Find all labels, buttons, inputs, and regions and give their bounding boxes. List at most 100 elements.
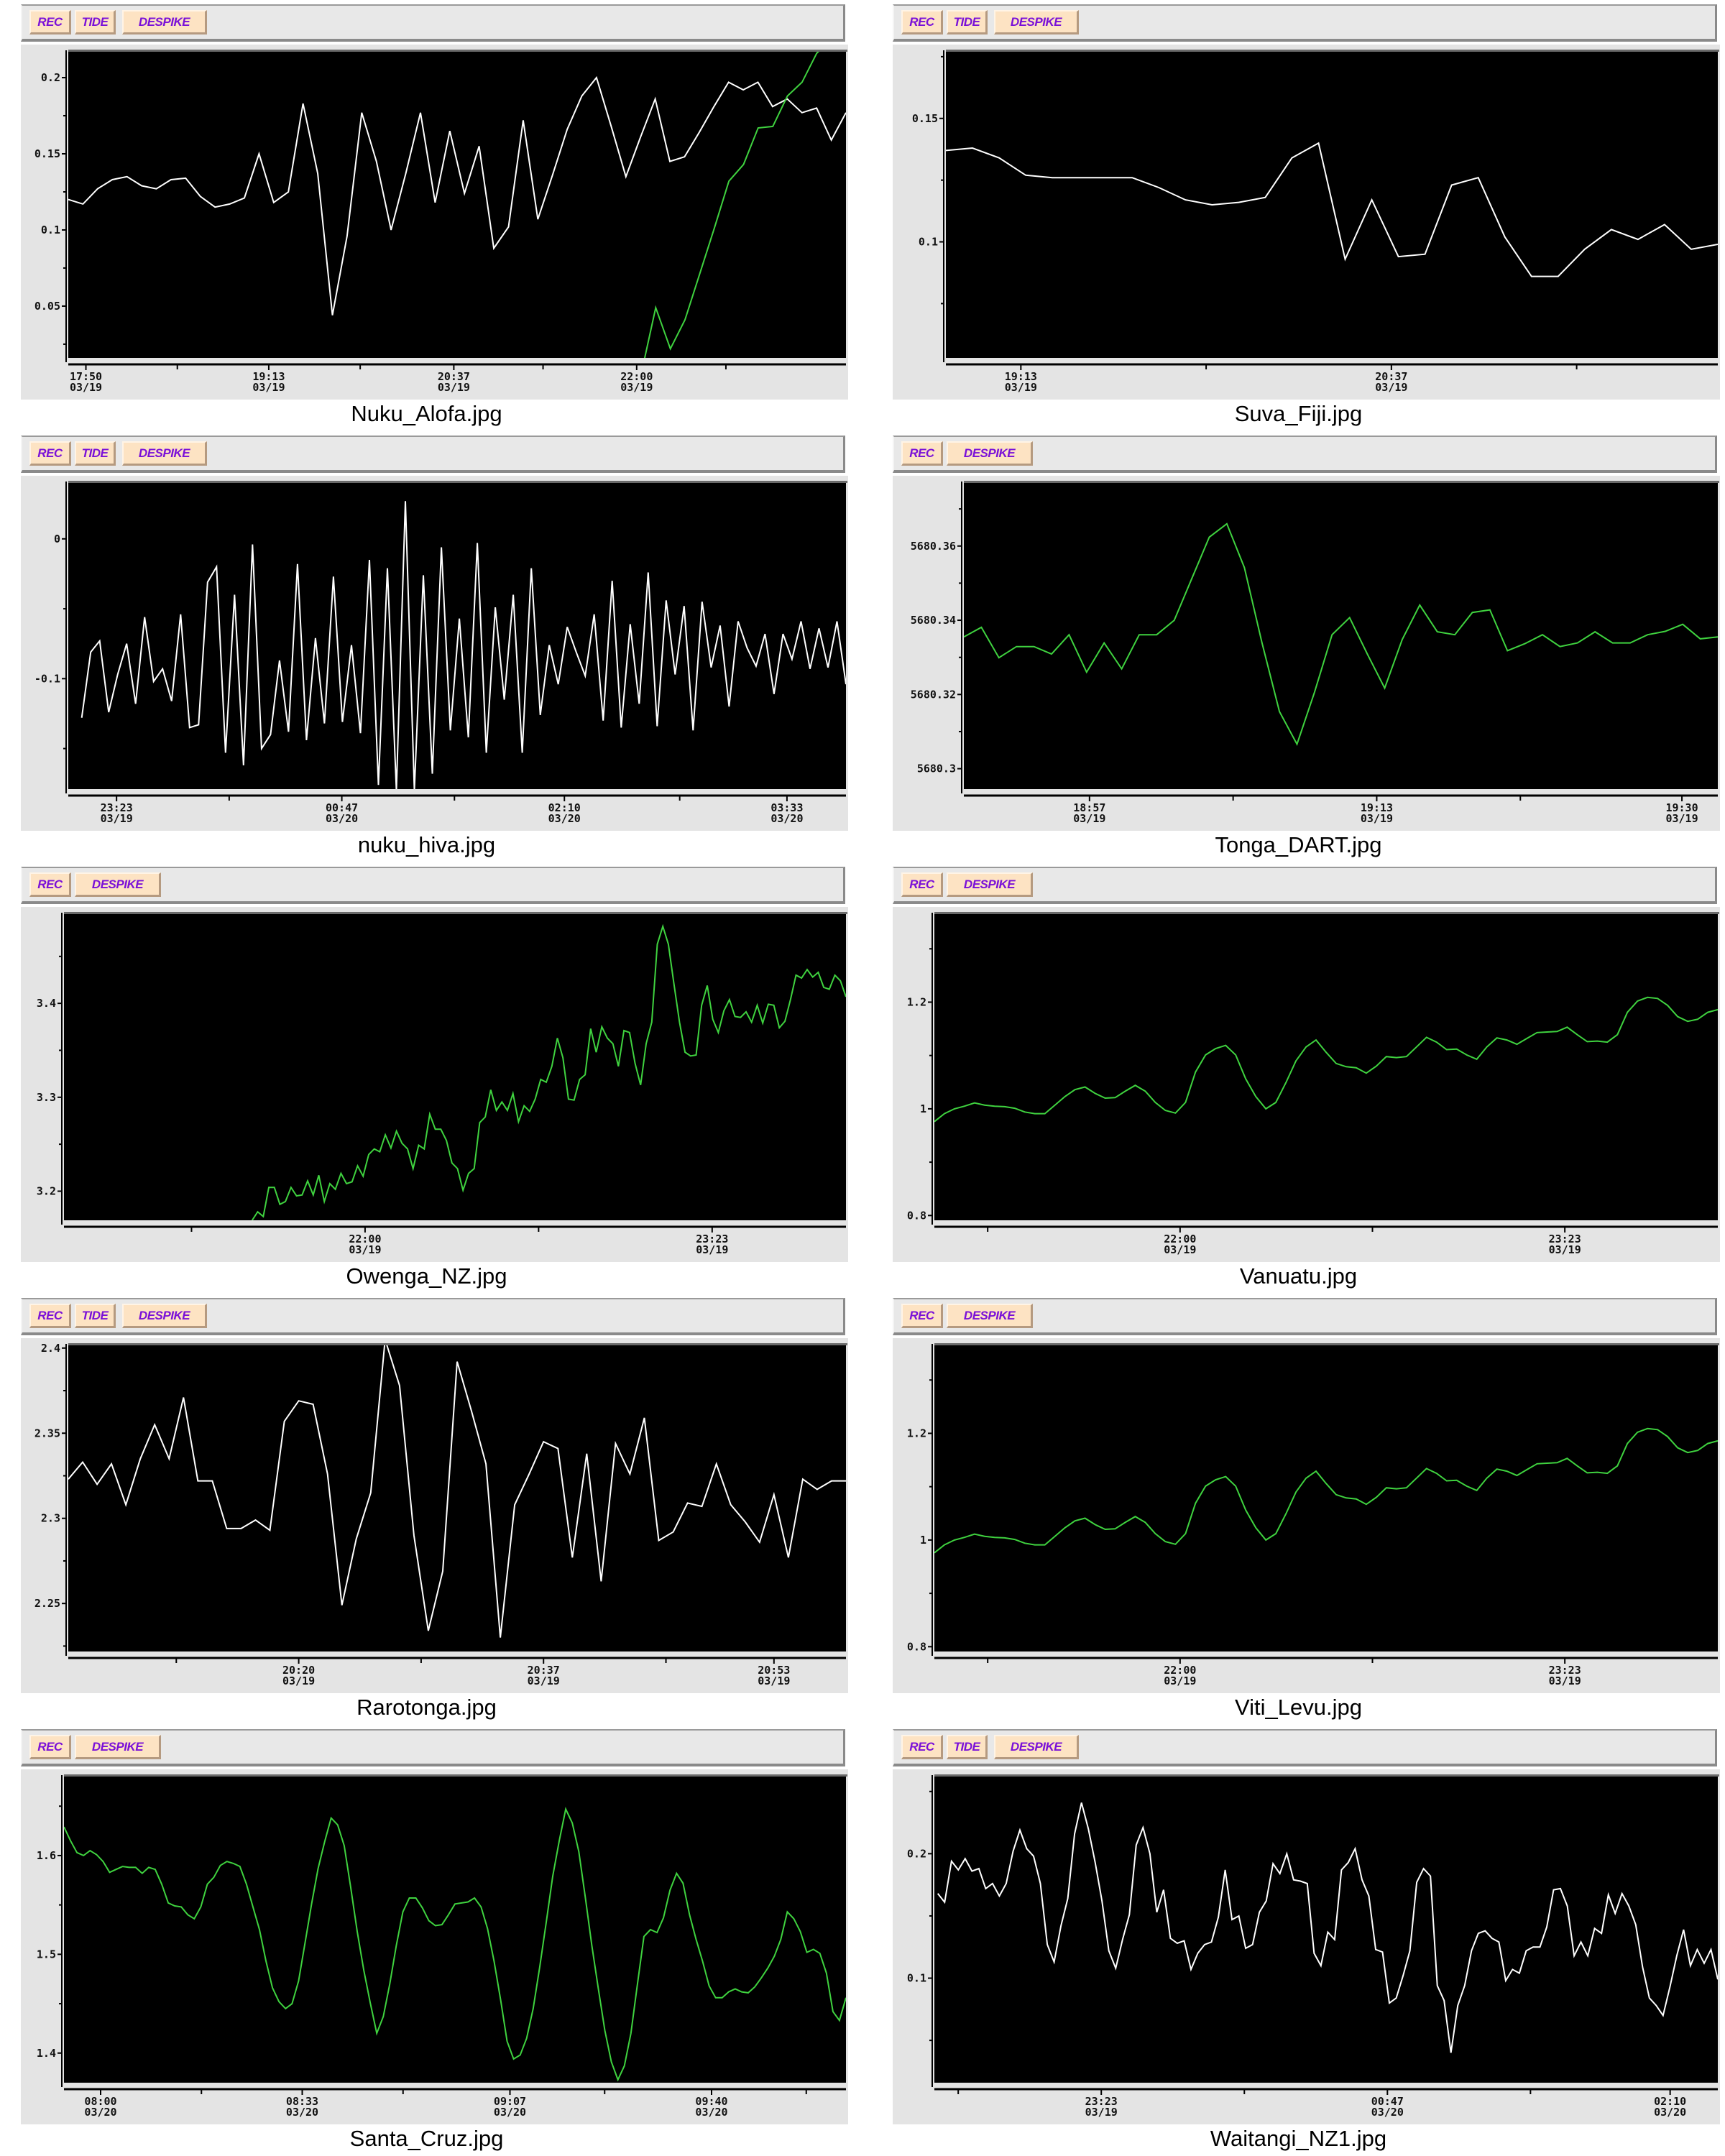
rec-button[interactable]: REC	[901, 872, 943, 897]
plot-top-border	[964, 481, 1719, 483]
despike-button[interactable]: DESPIKE	[75, 1735, 161, 1759]
chart-caption: Tonga_DART.jpg	[1215, 832, 1382, 857]
y-tick-label: 0.1	[907, 1972, 926, 1985]
rec-button[interactable]: REC	[901, 441, 943, 466]
tide-button[interactable]: TIDE	[947, 10, 988, 34]
y-tick-label: 0.8	[907, 1640, 926, 1653]
x-tick-time-label: 23:23	[1549, 1233, 1581, 1245]
chart-panel: REC TIDE DESPIKE 0.1 0.2 23:23 03/19 00:47 03/20…	[872, 1725, 1725, 2156]
tide-button[interactable]: TIDE	[75, 10, 116, 34]
y-tick-label: 2.25	[34, 1597, 60, 1610]
x-tick-date-label: 03/19	[1665, 812, 1698, 825]
x-tick-date-label: 03/19	[1375, 381, 1407, 394]
panel-toolbar: REC DESPIKE	[893, 1298, 1717, 1335]
series-line	[68, 75, 846, 315]
rec-button[interactable]: REC	[901, 1735, 943, 1759]
rec-button[interactable]: REC	[901, 10, 943, 34]
x-tick-date-label: 03/19	[70, 381, 102, 394]
x-tick-time-label: 23:23	[1549, 1664, 1581, 1677]
x-tick-date-label: 03/20	[1654, 2106, 1686, 2119]
series-group	[68, 1345, 846, 1638]
despike-button[interactable]: DESPIKE	[947, 441, 1033, 466]
despike-button[interactable]: DESPIKE	[947, 872, 1033, 897]
x-tick-time-label: 02:10	[548, 801, 581, 814]
series-group	[251, 923, 846, 1220]
despike-button[interactable]: DESPIKE	[75, 872, 161, 897]
series-group	[937, 1802, 1718, 2053]
chart-canvas: -0.1023:2303/1900:4703/2002:1003/2003:33…	[21, 476, 848, 831]
despike-button[interactable]: DESPIKE	[947, 1304, 1033, 1328]
x-tick-time-label: 20:53	[758, 1664, 790, 1677]
chart-panel: REC DESPIKE 3.2 3.3 3.4 22:00 03/19 23:23 03/19 O…	[0, 862, 853, 1294]
rec-button[interactable]: REC	[901, 1304, 943, 1328]
panel-toolbar: REC DESPIKE	[893, 436, 1717, 473]
x-tick-time-label: 22:00	[620, 370, 653, 383]
panel-toolbar: REC TIDE DESPIKE	[21, 436, 845, 473]
x-tick-date-label: 03/19	[101, 812, 133, 825]
plot-area	[934, 914, 1718, 1220]
chart-caption: Suva_Fiji.jpg	[1234, 401, 1363, 426]
panel-toolbar: REC TIDE DESPIKE	[21, 4, 845, 42]
tide-button[interactable]: TIDE	[947, 1735, 988, 1759]
x-tick-date-label: 03/19	[438, 381, 470, 394]
tide-button[interactable]: TIDE	[75, 441, 116, 466]
chart-canvas: 1.41.51.608:0003/2008:3303/2009:0703/200…	[21, 1769, 848, 2124]
chart-panel: REC TIDE DESPIKE -0.1 0 23:23 03/19 00:47 03/20 0…	[0, 431, 853, 862]
y-tick-label: 1	[920, 1534, 926, 1547]
chart-canvas: 2.252.32.352.420:2003/1920:3703/1920:530…	[21, 1338, 848, 1693]
rec-button[interactable]: REC	[29, 441, 71, 466]
x-tick-time-label: 00:47	[1371, 2095, 1404, 2108]
rec-button[interactable]: REC	[29, 1735, 71, 1759]
series-line	[251, 923, 846, 1220]
series-group	[80, 501, 846, 789]
rec-button[interactable]: REC	[29, 1304, 71, 1328]
plot-top-border	[64, 1774, 847, 1777]
x-tick-time-label: 03:33	[770, 801, 803, 814]
x-tick-date-label: 03/20	[286, 2106, 318, 2119]
chart-caption: Owenga_NZ.jpg	[346, 1263, 507, 1289]
x-tick-date-label: 03/20	[326, 812, 358, 825]
y-tick-label: 2.4	[41, 1342, 60, 1355]
despike-button[interactable]: DESPIKE	[122, 441, 207, 466]
plot-top-border	[68, 481, 847, 483]
panel-toolbar: REC TIDE DESPIKE	[893, 1729, 1717, 1766]
series-group	[64, 1807, 846, 2082]
series-line	[937, 1802, 1718, 2053]
panel-toolbar: REC DESPIKE	[893, 867, 1717, 904]
x-tick-time-label: 09:40	[695, 2095, 727, 2108]
y-tick-label: 2.3	[41, 1512, 60, 1525]
rec-button[interactable]: REC	[29, 10, 71, 34]
panel-toolbar: REC DESPIKE	[21, 1729, 845, 1766]
despike-button[interactable]: DESPIKE	[122, 1304, 207, 1328]
chart-caption: Vanuatu.jpg	[1239, 1263, 1358, 1289]
chart-canvas: 0.050.10.150.217:5003/1919:1303/1920:370…	[21, 45, 848, 400]
y-tick-label: 1.5	[37, 1948, 56, 1961]
y-tick-label: 1.4	[37, 2047, 56, 2060]
series-line	[643, 52, 819, 358]
plot-area	[946, 52, 1718, 358]
chart-panel: REC TIDE DESPIKE 0.05 0.1 0.15 0.2 17:50 03/19 19…	[0, 0, 853, 431]
despike-button[interactable]: DESPIKE	[994, 10, 1079, 34]
tide-button[interactable]: TIDE	[75, 1304, 116, 1328]
chart-panel: REC DESPIKE 5680.3 5680.32 5680.34 5680.36 18:…	[872, 431, 1725, 862]
despike-button[interactable]: DESPIKE	[122, 10, 207, 34]
rec-button[interactable]: REC	[29, 872, 71, 897]
x-tick-time-label: 23:23	[1085, 2095, 1118, 2108]
plot-top-border	[68, 50, 847, 52]
chart-caption: nuku_hiva.jpg	[357, 832, 496, 857]
series-group	[934, 996, 1718, 1123]
plot-area	[934, 1777, 1718, 2083]
x-tick-time-label: 20:37	[1375, 370, 1407, 383]
chart-caption: Rarotonga.jpg	[356, 1695, 497, 1720]
y-tick-label: 0	[54, 533, 60, 545]
y-tick-label: 3.2	[37, 1184, 56, 1197]
x-tick-date-label: 03/19	[620, 381, 653, 394]
series-line	[68, 1345, 846, 1638]
y-tick-label: 1.2	[907, 995, 926, 1008]
x-tick-date-label: 03/19	[349, 1243, 381, 1256]
x-tick-date-label: 03/19	[282, 1674, 315, 1687]
despike-button[interactable]: DESPIKE	[994, 1735, 1079, 1759]
series-group	[68, 52, 846, 358]
